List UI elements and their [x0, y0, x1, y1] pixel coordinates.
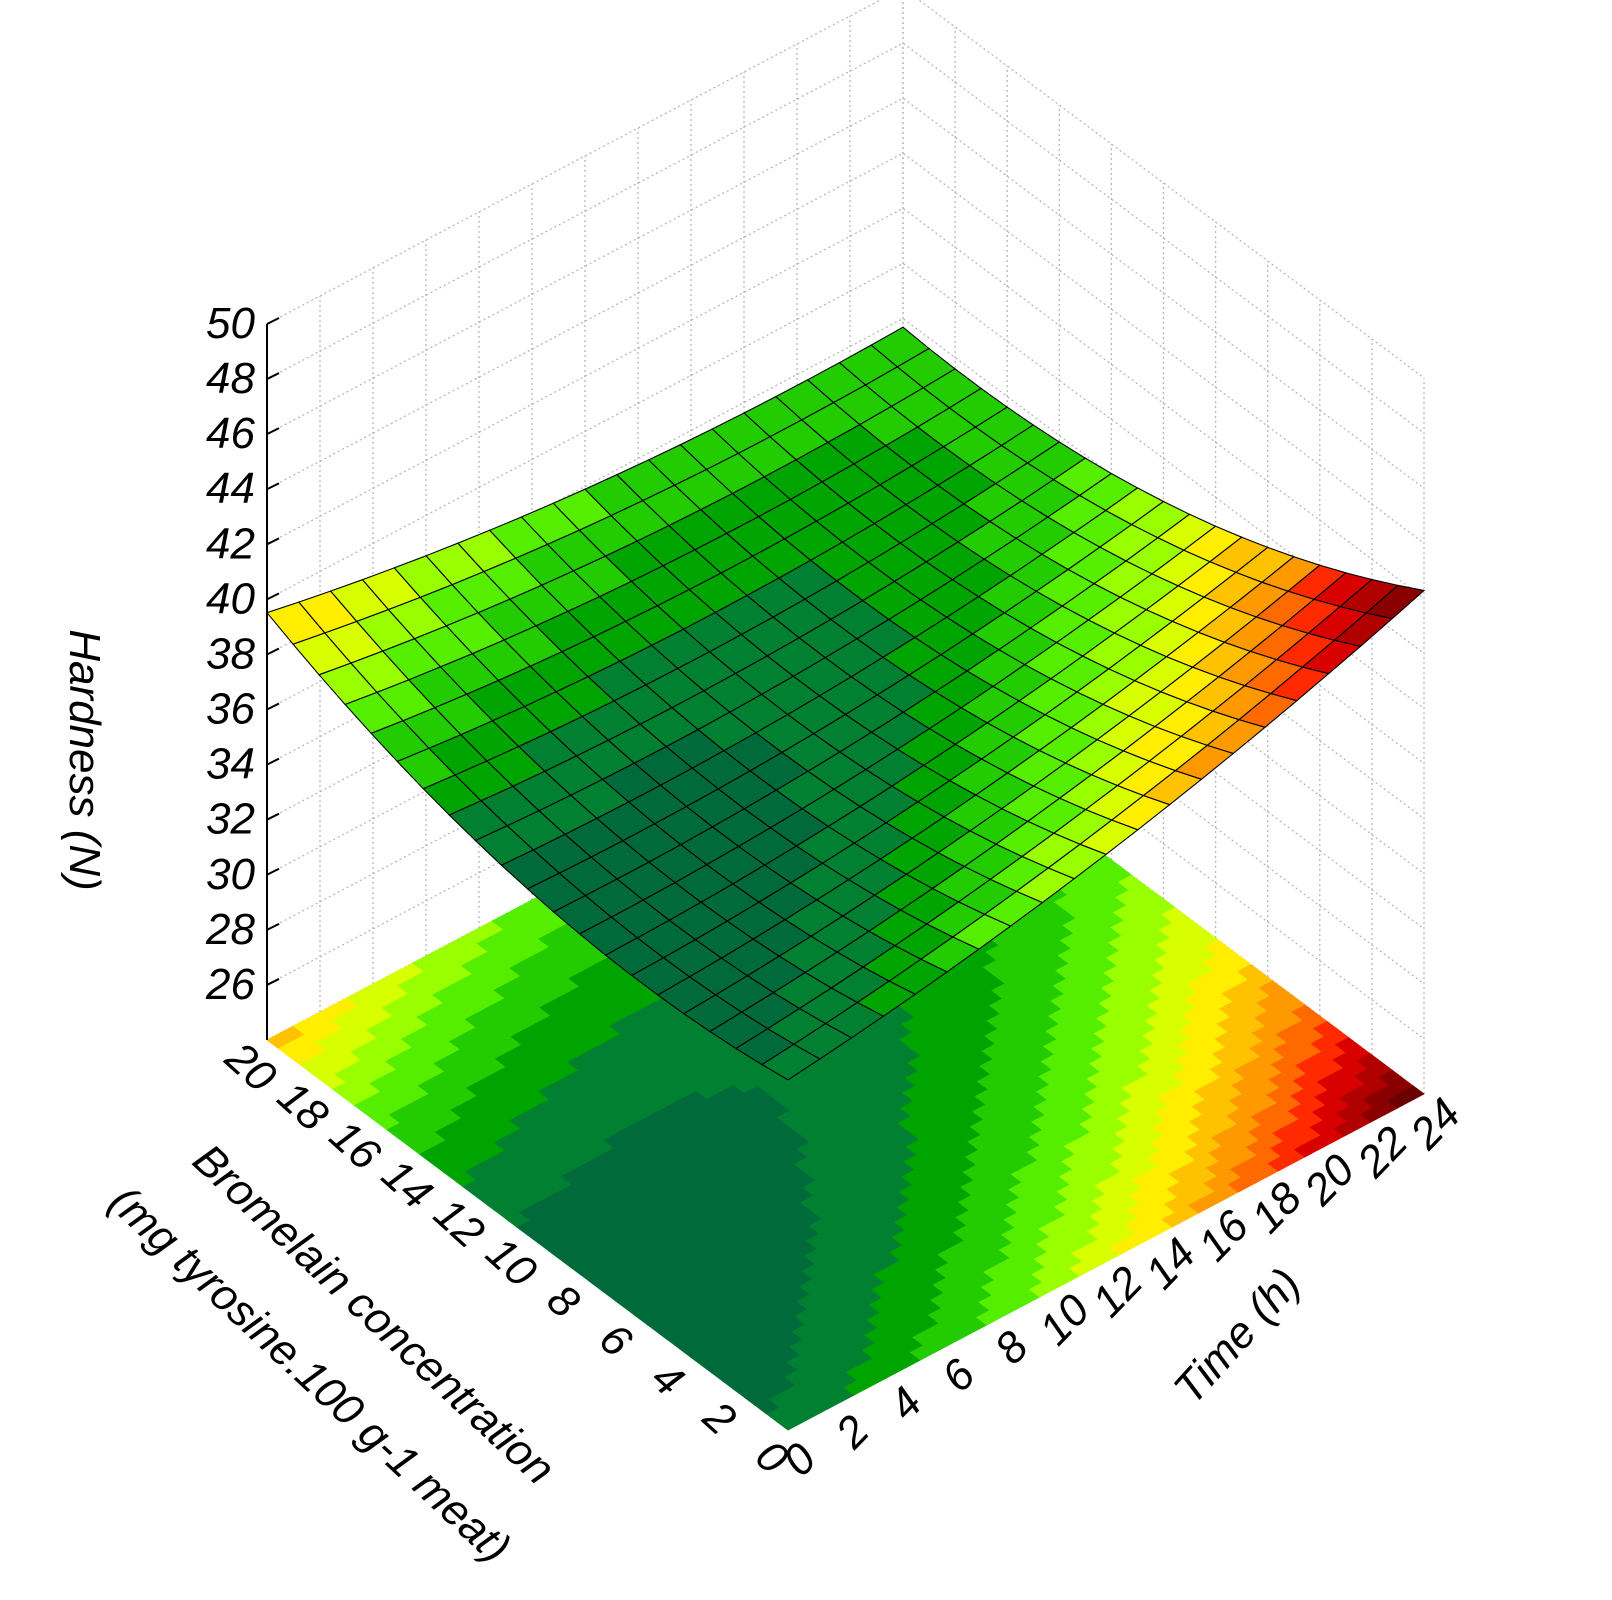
z-tick — [266, 482, 280, 491]
z-tick — [266, 922, 280, 931]
z-tick-label: 38 — [206, 629, 255, 678]
z-tick-label: 50 — [206, 299, 255, 348]
z-tick-label: 40 — [206, 574, 255, 623]
z-tick — [266, 757, 280, 766]
x-tick-label: 6 — [932, 1350, 985, 1402]
z-tick — [266, 537, 280, 546]
z-tick-label: 28 — [205, 905, 255, 954]
z-tick-label: 42 — [206, 519, 255, 568]
surface-layer — [266, 326, 1426, 1081]
z-tick — [266, 867, 280, 876]
z-tick — [266, 647, 280, 656]
y-tick-label: 6 — [590, 1314, 641, 1367]
z-tick-label: 32 — [206, 795, 255, 844]
y-tick-label: 2 — [693, 1391, 745, 1444]
z-tick-label: 26 — [205, 960, 255, 1009]
z-tick-label: 36 — [206, 685, 255, 734]
z-tick — [266, 427, 280, 436]
z-tick-label: 30 — [206, 850, 255, 899]
surface-patch — [760, 1043, 821, 1081]
z-tick-label: 44 — [206, 464, 255, 513]
z-axis-title: Hardness (N) — [60, 629, 109, 891]
z-tick-label: 48 — [206, 354, 255, 403]
grid-layer — [266, 0, 1425, 1095]
z-tick — [266, 812, 280, 821]
z-tick — [266, 978, 280, 986]
x-tick-label: 2 — [826, 1406, 879, 1458]
x-tick-label: 4 — [879, 1378, 931, 1430]
z-tick — [266, 372, 280, 380]
z-tick — [266, 592, 280, 601]
x-tick-label: 8 — [985, 1322, 1038, 1374]
y-tick-label: 4 — [642, 1353, 693, 1406]
z-tick — [266, 317, 280, 325]
z-tick-label: 34 — [206, 740, 255, 789]
y-tick-label: 8 — [538, 1275, 589, 1328]
gridline-z — [266, 0, 1425, 379]
z-tick — [266, 702, 280, 711]
z-tick-label: 46 — [206, 409, 255, 458]
